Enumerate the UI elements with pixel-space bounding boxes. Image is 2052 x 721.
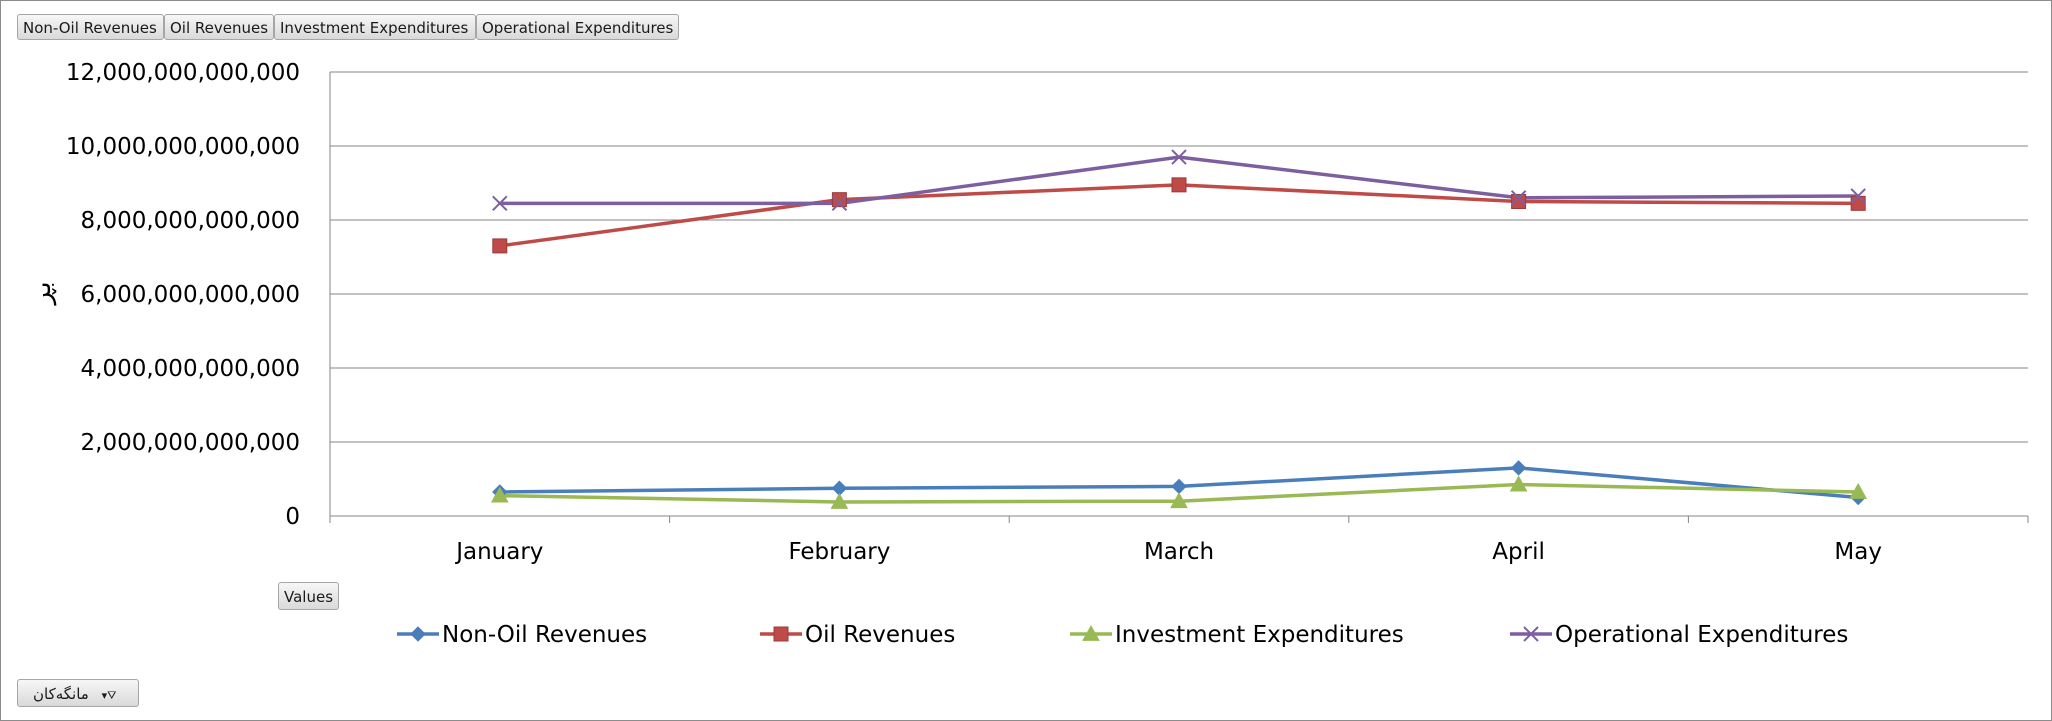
data-point-non_oil [1171,478,1187,495]
marker-stroke [492,195,508,212]
y-tick-label: 2,000,000,000,000 [81,430,300,456]
data-point-investment [1509,475,1528,492]
data-point-operational [1510,190,1527,206]
x-tick-label: January [454,539,543,565]
x-tick-label: February [788,539,890,565]
y-tick-label: 10,000,000,000,000 [66,134,300,160]
filter-dropdown-icon: ▾⛛ [101,689,117,702]
months-filter-button[interactable]: مانگەکان ▾⛛ [17,679,139,707]
marker-stroke [1171,149,1187,165]
data-point-oil [831,192,847,208]
legend-marker-operational [1523,626,1539,642]
y-tick-label: 4,000,000,000,000 [81,356,300,382]
field-button-non-oil-revenues[interactable]: Non-Oil Revenues [17,14,164,40]
marker-stroke [831,195,848,212]
y-axis-tick-labels: 0 2,000,000,000,000 4,000,000,000,000 6,000… [66,60,300,530]
legend-label: Non-Oil Revenues [442,622,647,648]
data-point-operational [1850,188,1866,204]
field-button-oil-revenues[interactable]: Oil Revenues [164,14,274,40]
data-point-investment [830,492,849,509]
x-tick-label: April [1492,539,1545,565]
y-axis-title: بڕ [27,281,57,306]
data-point-investment [490,486,509,503]
legend-marker-non_oil [410,626,426,642]
x-axis-tick-labels: January February March April May [454,539,1882,565]
data-point-oil [1850,195,1866,211]
axes [329,72,2029,523]
legend-label: Oil Revenues [805,622,955,648]
x-tick-label: March [1144,539,1214,565]
series-line-oil [498,183,1860,248]
x-tick-label: May [1834,539,1882,565]
marker-stroke [1510,190,1527,206]
gridlines [330,71,2028,443]
data-point-oil [492,238,508,254]
y-tick-label: 6,000,000,000,000 [81,282,300,308]
data-point-oil [1171,177,1187,193]
legend-label: Operational Expenditures [1555,622,1848,648]
data-point-investment [1170,492,1188,509]
series-markers [490,149,1868,509]
marker-stroke [1523,626,1539,642]
series-lines [498,155,1860,504]
legend-marker-investment [1082,624,1100,641]
data-point-operational [831,195,848,212]
values-field-button[interactable]: Values [278,582,339,610]
data-point-investment [1849,482,1868,499]
marker-stroke [1850,188,1866,204]
data-point-operational [1171,149,1187,165]
data-point-non_oil [1510,460,1527,476]
y-tick-label: 0 [285,504,300,530]
legend: Non-Oil Revenues Oil Revenues Investment E… [397,622,1848,648]
legend-marker-oil [773,626,789,642]
months-filter-label: مانگەکان [33,685,89,703]
field-button-investment-expenditures[interactable]: Investment Expenditures [274,14,476,40]
field-button-operational-expenditures[interactable]: Operational Expenditures [476,14,679,40]
data-point-operational [492,195,508,212]
data-point-oil [1511,194,1527,209]
legend-label: Investment Expenditures [1115,622,1404,648]
y-tick-label: 8,000,000,000,000 [81,208,300,234]
y-tick-label: 12,000,000,000,000 [66,60,300,86]
